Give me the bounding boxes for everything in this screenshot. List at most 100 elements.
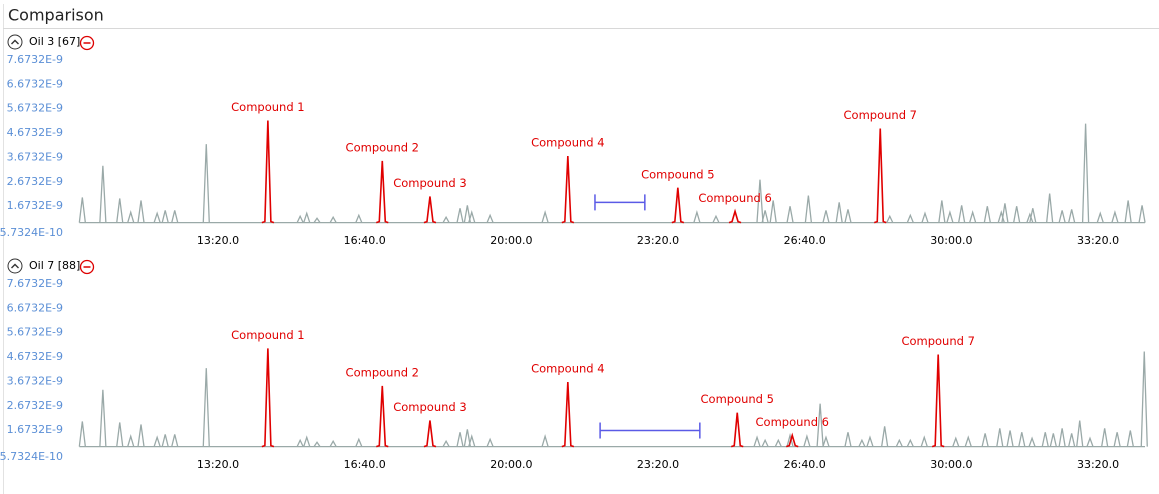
trace-peak (822, 435, 830, 447)
x-tick-label: 23:20.0 (637, 234, 679, 247)
collapse-button[interactable] (7, 34, 23, 50)
trace-peak (329, 439, 337, 447)
panel-title: Oil 3 [67] (29, 35, 80, 48)
y-tick-label: 3.6732E-9 (7, 150, 63, 163)
trace-peak (161, 434, 169, 447)
trace-peak (486, 437, 494, 447)
compound-peak (376, 385, 389, 448)
trace-peak (127, 210, 135, 223)
y-tick-label: 7.6732E-9 (7, 277, 63, 290)
trace-peak (844, 432, 852, 447)
trace-peak (355, 213, 363, 223)
y-tick-label: 2.6732E-9 (7, 399, 63, 412)
y-tick-label: 5.6732E-9 (7, 326, 63, 339)
collapse-button[interactable] (7, 258, 23, 274)
trace-peak (1096, 211, 1104, 223)
trace-peak (921, 211, 929, 223)
trace-peak (78, 197, 86, 223)
compound-label: Compound 1 (231, 100, 304, 114)
trace-peak (329, 215, 337, 223)
y-tick-label: 5.7324E-10 (0, 450, 63, 463)
compound-label: Compound 7 (901, 334, 974, 348)
y-tick-label: 1.6732E-9 (7, 199, 63, 212)
trace-peak (1049, 433, 1057, 447)
trace-peak (116, 198, 124, 223)
trace-peak (137, 200, 145, 223)
trace-peak (78, 421, 86, 447)
compound-peak (873, 128, 887, 224)
compound-peak (785, 432, 799, 448)
trace-peak (442, 215, 450, 223)
trace-peak (202, 368, 210, 447)
trace-peak (1068, 433, 1076, 447)
trace-peak (161, 210, 169, 223)
trace-peak (153, 211, 161, 223)
compound-peak (423, 420, 437, 448)
trace-peak (774, 438, 782, 447)
trace-peak (964, 435, 972, 447)
trace-peak (99, 389, 107, 447)
collapse-chevron (11, 263, 19, 269)
trace-peak (997, 210, 1005, 223)
trace-peak (981, 433, 989, 447)
trace-peak (983, 206, 991, 223)
compound-peak (423, 196, 437, 224)
compound-label: Compound 3 (393, 176, 466, 190)
trace-peak (816, 403, 824, 447)
compound-label: Compound 7 (844, 108, 917, 122)
y-tick-label: 4.6732E-9 (7, 126, 63, 139)
compound-peak (728, 208, 742, 224)
trace-peak (938, 200, 946, 223)
compound-label: Compound 1 (231, 328, 304, 342)
collapse-chevron (11, 39, 19, 45)
trace-peak (920, 435, 928, 447)
trace-peak (844, 209, 852, 223)
trace-peak (761, 210, 769, 223)
trace-peak (946, 210, 954, 223)
y-tick-label: 6.6732E-9 (7, 301, 63, 314)
trace-peak (1111, 210, 1119, 223)
trace-peak (463, 205, 471, 223)
view-title: Comparison (8, 6, 104, 25)
trace-peak (886, 214, 894, 223)
trace-peak (822, 210, 830, 223)
y-tick-label: 4.6732E-9 (7, 350, 63, 363)
compound-label: Compound 6 (698, 191, 771, 205)
compound-peak (671, 187, 685, 224)
trace-peak (1068, 209, 1076, 223)
trace-peak (693, 210, 701, 223)
trace-peak (1140, 351, 1148, 447)
trace-peak (296, 214, 304, 223)
compound-label: Compound 5 (641, 167, 714, 181)
x-tick-label: 23:20.0 (637, 458, 679, 471)
trace-peak (313, 441, 321, 447)
x-tick-label: 33:20.0 (1077, 458, 1119, 471)
trace-peak (906, 438, 914, 447)
trace-peak (456, 432, 464, 447)
compound-peak (261, 120, 275, 224)
trace-peak (895, 438, 903, 447)
panel-header: Oil 3 [67] (7, 34, 95, 51)
trace-peak (804, 195, 813, 223)
x-tick-label: 33:20.0 (1077, 234, 1119, 247)
trace-peak (906, 213, 914, 223)
x-tick-label: 20:00.0 (490, 458, 532, 471)
compound-label: Compound 2 (346, 140, 419, 154)
trace-peak (171, 434, 179, 447)
trace-peak (786, 206, 794, 223)
compound-peak (261, 348, 275, 448)
x-tick-label: 13:20.0 (197, 458, 239, 471)
trace-peak (1018, 432, 1026, 447)
trace-peak (958, 205, 966, 223)
trace-peak (858, 438, 866, 447)
trace-peak (835, 202, 843, 223)
trace-peak (1041, 432, 1049, 447)
trace-peak (1058, 428, 1066, 447)
trace-peak (296, 438, 304, 447)
x-tick-label: 30:00.0 (930, 234, 972, 247)
trace-peak (171, 210, 179, 223)
trace-peak (1081, 123, 1090, 223)
x-tick-label: 16:40.0 (344, 234, 386, 247)
trace-peak (756, 179, 764, 223)
trace-peak (1013, 206, 1021, 223)
